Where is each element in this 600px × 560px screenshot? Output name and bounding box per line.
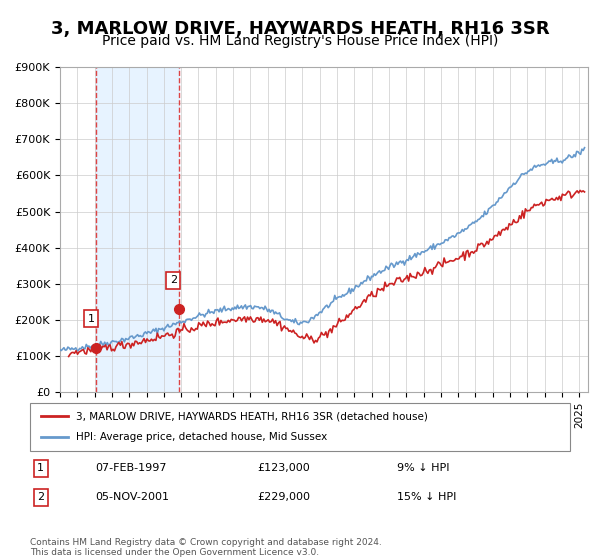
Text: 2: 2: [37, 492, 44, 502]
Text: Contains HM Land Registry data © Crown copyright and database right 2024.
This d: Contains HM Land Registry data © Crown c…: [30, 538, 382, 557]
Text: Price paid vs. HM Land Registry's House Price Index (HPI): Price paid vs. HM Land Registry's House …: [102, 34, 498, 48]
Text: 3, MARLOW DRIVE, HAYWARDS HEATH, RH16 3SR (detached house): 3, MARLOW DRIVE, HAYWARDS HEATH, RH16 3S…: [76, 411, 428, 421]
FancyBboxPatch shape: [30, 403, 570, 451]
Text: 07-FEB-1997: 07-FEB-1997: [95, 463, 166, 473]
Text: £123,000: £123,000: [257, 463, 310, 473]
Text: 3, MARLOW DRIVE, HAYWARDS HEATH, RH16 3SR: 3, MARLOW DRIVE, HAYWARDS HEATH, RH16 3S…: [50, 20, 550, 38]
Text: £229,000: £229,000: [257, 492, 310, 502]
Text: HPI: Average price, detached house, Mid Sussex: HPI: Average price, detached house, Mid …: [76, 432, 327, 442]
Text: 1: 1: [88, 314, 95, 324]
Text: 15% ↓ HPI: 15% ↓ HPI: [397, 492, 457, 502]
Bar: [97, 67, 179, 392]
Text: 1: 1: [37, 463, 44, 473]
Text: 2: 2: [170, 276, 177, 286]
Text: 05-NOV-2001: 05-NOV-2001: [95, 492, 169, 502]
Text: 9% ↓ HPI: 9% ↓ HPI: [397, 463, 450, 473]
